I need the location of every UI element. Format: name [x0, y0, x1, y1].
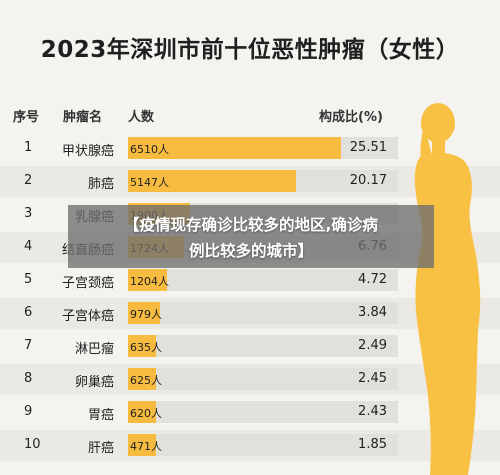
- ratio-label: 3.84: [358, 305, 387, 320]
- header-name: 肿瘤名: [63, 110, 103, 125]
- bar-value-label: 471人: [130, 440, 162, 453]
- rank-label: 6: [24, 305, 33, 320]
- bar-value-label: 1204人: [130, 275, 169, 288]
- tumor-name: 肝癌: [87, 441, 114, 456]
- rank-label: 8: [24, 371, 33, 386]
- tumor-name: 子宫体癌: [61, 309, 114, 324]
- overlay-line-2: 例比较多的城市】: [188, 242, 313, 260]
- bar: [128, 401, 156, 423]
- bar-value-label: 625人: [130, 374, 162, 387]
- header-count: 人数: [128, 110, 155, 125]
- bar: [128, 170, 297, 192]
- tumor-name: 甲状腺癌: [61, 144, 114, 159]
- rank-label: 5: [24, 272, 33, 287]
- ratio-label: 25.51: [349, 140, 387, 155]
- bar-track: [128, 434, 398, 456]
- bar-value-label: 5147人: [130, 176, 169, 189]
- rank-label: 4: [24, 239, 33, 254]
- tumor-name: 淋巴瘤: [74, 342, 114, 357]
- bar-value-label: 6510人: [130, 143, 169, 156]
- rank-label: 10: [24, 437, 41, 452]
- female-silhouette-icon: [414, 103, 481, 475]
- rank-label: 2: [24, 173, 33, 188]
- tumor-name: 胃癌: [87, 408, 114, 423]
- ratio-label: 2.49: [358, 338, 387, 353]
- bar-value-label: 620人: [130, 407, 162, 420]
- ratio-label: 1.85: [358, 437, 387, 452]
- bar: [128, 269, 168, 291]
- bar-value-label: 979人: [130, 308, 162, 321]
- ratio-label: 20.17: [349, 173, 387, 188]
- bar-value-label: 635人: [130, 341, 162, 354]
- chart-title: 2023年深圳市前十位恶性肿瘤（女性）: [40, 37, 460, 63]
- bar-track: [128, 335, 398, 357]
- bar-track: [128, 401, 398, 423]
- overlay-line-1: 【疫情现存确诊比较多的地区,确诊病: [124, 216, 378, 234]
- rank-label: 7: [24, 338, 33, 353]
- ratio-label: 4.72: [358, 272, 387, 287]
- header-rank: 序号: [13, 110, 40, 125]
- tumor-name: 卵巢癌: [74, 375, 114, 390]
- ratio-label: 2.45: [358, 371, 387, 386]
- bar-track: [128, 368, 398, 390]
- header-ratio: 构成比(%): [319, 110, 383, 125]
- tumor-name: 肺癌: [87, 177, 114, 192]
- bar: [128, 335, 156, 357]
- bar: [128, 302, 160, 324]
- bar: [128, 434, 156, 456]
- tumor-name: 子宫颈癌: [61, 276, 114, 291]
- bar: [128, 368, 156, 390]
- bar: [128, 137, 342, 159]
- banner-overlay: 【疫情现存确诊比较多的地区,确诊病 例比较多的城市】: [68, 205, 434, 268]
- bar-track: [128, 302, 398, 324]
- rank-label: 9: [24, 404, 33, 419]
- bar-track: [128, 269, 398, 291]
- rank-label: 3: [24, 206, 33, 221]
- ratio-label: 2.43: [358, 404, 387, 419]
- rank-label: 1: [24, 140, 33, 155]
